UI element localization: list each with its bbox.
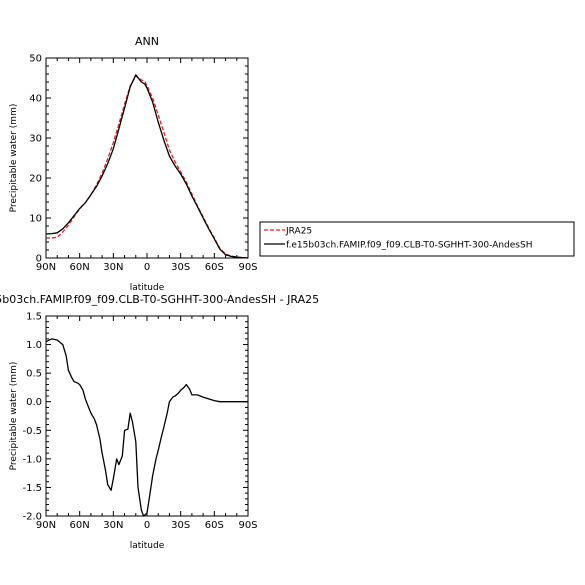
diff-y-tick-label: -0.5 [22, 426, 42, 437]
top-y-axis-label: Precipitable water (mm) [9, 104, 19, 213]
legend-entry-1: f.e15b03ch.FAMIP.f09_f09.CLB-T0-SGHHT-30… [286, 241, 532, 251]
top-panel: 90N 60N 30N 0 30S 60S 90S 0 10 20 30 40 50 latitude Pr… [9, 35, 575, 293]
diff-x-tick-label: 60S [205, 520, 224, 531]
top-y-tick-label: 10 [29, 214, 42, 225]
diff-y-tick-label: 0.0 [26, 397, 42, 408]
diff-x-tick-label: 60N [70, 520, 90, 531]
top-chart-title: ANN [135, 35, 159, 48]
diff-y-tick-label: -2.0 [22, 512, 42, 523]
legend-entry-0: JRA25 [285, 227, 312, 237]
diff-y-axis-label: Precipitable water (mm) [9, 362, 19, 471]
diff-x-axis-label: latitude [130, 541, 165, 551]
diff-x-tick-label: 30S [171, 520, 190, 531]
top-x-tick-label: 90S [238, 262, 257, 273]
top-series-line-1 [45, 74, 249, 259]
top-x-tick-label: 30S [171, 262, 190, 273]
diff-x-tick-label: 0 [144, 520, 150, 531]
top-series-line-0 [46, 75, 249, 259]
diff-y-tick-label: -1.0 [22, 454, 42, 465]
top-x-tick-label: 60N [70, 262, 90, 273]
top-y-tick-label: 0 [36, 254, 42, 265]
top-y-tick-label: 50 [29, 54, 42, 65]
top-x-tick-label: 0 [144, 262, 150, 273]
top-x-tick-label: 30N [103, 262, 123, 273]
diff-x-tick-label: 30N [103, 520, 123, 531]
top-y-tick-label: 30 [29, 134, 42, 145]
diff-plot-frame [45, 315, 249, 517]
top-x-tick-label: 90N [36, 262, 56, 273]
diff-y-tick-label: -1.5 [22, 483, 42, 494]
diff-y-tick-label: 1.0 [26, 340, 42, 351]
top-y-tick-label: 20 [29, 174, 42, 185]
diff-series-line-0 [45, 338, 248, 517]
top-x-tick-label: 60S [205, 262, 224, 273]
legend-box [259, 221, 575, 257]
diff-x-tick-label: 90N [36, 520, 56, 531]
diff-panel: 90N 60N 30N 0 30S 60S 90S -2.0 -1.5 -1.0 -0.5 0.0 0.… [0, 293, 319, 551]
diff-y-tick-label: 0.5 [26, 369, 42, 380]
top-x-axis-label: latitude [130, 283, 165, 293]
top-y-tick-label: 40 [29, 94, 42, 105]
diff-chart-title: f.e15b03ch.FAMIP.f09_f09.CLB-T0-SGHHT-30… [0, 293, 319, 306]
diff-x-tick-label: 90S [238, 520, 257, 531]
diff-y-tick-label: 1.5 [26, 312, 42, 323]
top-legend: JRA25 f.e15b03ch.FAMIP.f09_f09.CLB-T0-SGH… [259, 221, 575, 257]
